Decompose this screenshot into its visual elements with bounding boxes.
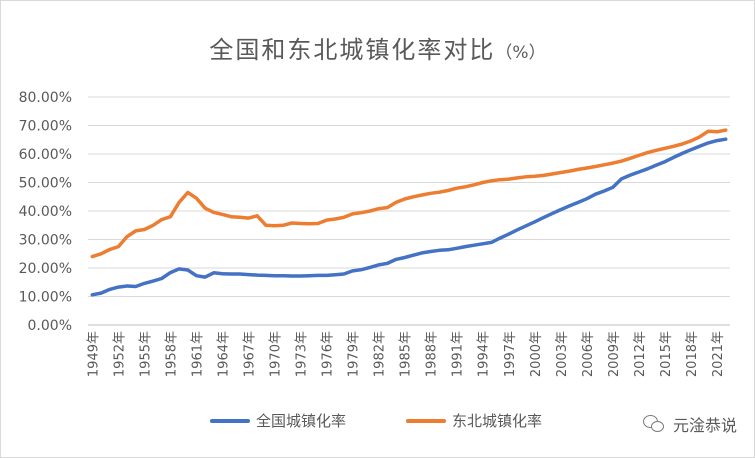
- watermark-text: 元淦恭说: [672, 416, 737, 435]
- legend-swatch-national: [210, 418, 250, 423]
- y-tick-label: 60.00%: [19, 147, 72, 163]
- x-tick-label: 1988年: [425, 331, 440, 377]
- x-tick-label: 1964年: [216, 331, 231, 377]
- x-tick-label: 1982年: [373, 331, 388, 377]
- x-tick-label: 2003年: [555, 331, 570, 377]
- y-tick-label: 10.00%: [19, 290, 72, 306]
- x-tick-label: 2000年: [529, 331, 544, 377]
- series-line-northeast: [90, 128, 728, 259]
- chart-legend: 全国城镇化率 东北城镇化率: [210, 410, 602, 431]
- x-tick-label: 1985年: [399, 331, 414, 377]
- x-tick-label: 1961年: [190, 331, 205, 377]
- x-tick-label: 2015年: [659, 331, 674, 377]
- chart-title-unit: （%）: [495, 43, 546, 63]
- wechat-icon: [642, 415, 665, 433]
- y-tick-label: 50.00%: [19, 176, 72, 192]
- x-tick-label: 2021年: [711, 331, 726, 377]
- chart-title: 全国和东北城镇化率对比（%）: [0, 30, 755, 65]
- y-tick-label: 40.00%: [19, 204, 72, 220]
- x-tick-label: 2018年: [685, 331, 700, 377]
- legend-label-national: 全国城镇化率: [256, 412, 347, 430]
- x-tick-label: 2009年: [607, 331, 622, 377]
- chart-title-main: 全国和东北城镇化率对比: [209, 36, 496, 64]
- x-tick-label: 1973年: [295, 331, 310, 377]
- legend-swatch-northeast: [406, 418, 447, 423]
- legend-label-northeast: 东北城镇化率: [452, 412, 543, 430]
- x-tick-label: 1997年: [503, 331, 518, 377]
- y-tick-label: 70.00%: [19, 119, 72, 135]
- x-tick-label: 2012年: [633, 331, 648, 377]
- x-tick-label: 1970年: [269, 331, 284, 377]
- y-tick-label: 30.00%: [19, 233, 72, 249]
- x-tick-label: 1994年: [477, 331, 492, 377]
- watermark: 元淦恭说: [642, 412, 737, 436]
- x-tick-label: 1979年: [347, 331, 362, 377]
- series-line-national: [90, 137, 728, 297]
- legend-item-northeast: 东北城镇化率: [406, 410, 542, 431]
- x-tick-label: 2006年: [581, 331, 596, 377]
- legend-item-national: 全国城镇化率: [210, 410, 346, 431]
- x-tick-label: 1958年: [164, 331, 179, 377]
- x-tick-label: 1976年: [321, 331, 336, 377]
- x-tick-label: 1955年: [138, 331, 153, 377]
- x-tick-label: 1952年: [112, 331, 127, 377]
- x-tick-label: 1967年: [243, 331, 258, 377]
- y-tick-label: 0.00%: [28, 318, 72, 334]
- y-tick-label: 20.00%: [19, 261, 72, 277]
- y-tick-label: 80.00%: [19, 90, 72, 106]
- x-tick-label: 1991年: [451, 331, 466, 377]
- x-tick-label: 1949年: [86, 331, 101, 377]
